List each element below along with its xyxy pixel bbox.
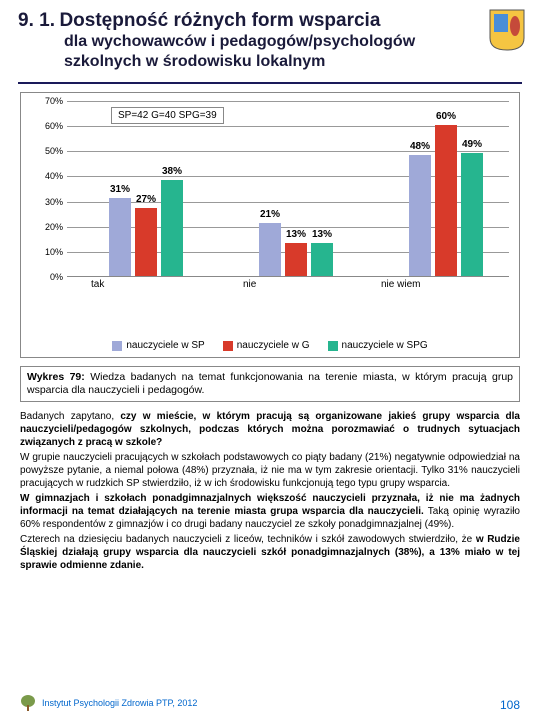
chart-container: SP=42 G=40 SPG=39 0%10%20%30%40%50%60%70… (20, 92, 520, 358)
crest-icon (488, 8, 526, 52)
title-sub-1: dla wychowawców i pedagogów/psychologów (64, 32, 522, 52)
bar-plot: 0%10%20%30%40%50%60%70%31%27%38%21%13%13… (67, 101, 509, 277)
chart-caption: Wykres 79: Wiedza badanych na temat funk… (20, 366, 520, 402)
footer: Instytut Psychologii Zdrowia PTP, 2012 1… (0, 694, 540, 712)
body-text: Badanych zapytano, czy w mieście, w któr… (20, 410, 520, 572)
section-number: 9. 1. Dostępność różnych form wsparcia (18, 10, 522, 32)
title-sub-2: szkolnych w środowisku lokalnym (64, 52, 522, 72)
institute-label: Instytut Psychologii Zdrowia PTP, 2012 (42, 698, 197, 708)
page-number: 108 (500, 698, 520, 712)
series-legend: nauczyciele w SPnauczyciele w Gnauczycie… (21, 340, 519, 351)
tree-icon (20, 694, 36, 712)
header-divider (18, 82, 522, 84)
